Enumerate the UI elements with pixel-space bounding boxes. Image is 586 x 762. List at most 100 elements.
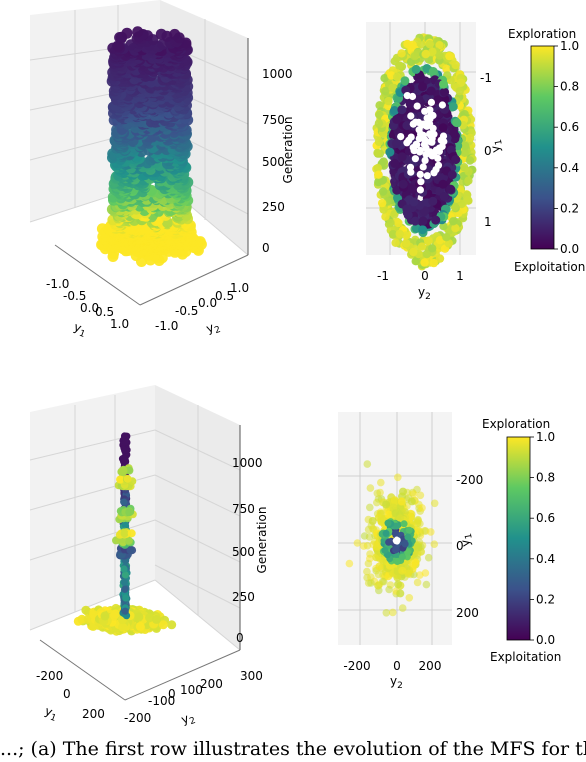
p3-point-base [167, 620, 177, 630]
p4-point-scatter [398, 604, 407, 612]
p2-point-inner [440, 87, 450, 97]
p3-point-cluster [123, 474, 132, 483]
p2-point-outer [395, 229, 404, 239]
p3-z-tick: 500 [232, 545, 255, 559]
p2-point-outer [394, 218, 403, 228]
p3-y-label-sub: 2 [188, 716, 197, 727]
p2-point-inner [428, 67, 438, 76]
p3-point-column [121, 438, 130, 446]
p4-point-scatter [373, 489, 382, 498]
p3-point-cluster [119, 466, 127, 475]
p2-point-outer [463, 195, 472, 205]
p2-point-inner [400, 76, 410, 86]
p1-y-tick: -1.0 [155, 319, 178, 333]
p2-point-inner [451, 155, 461, 165]
p2-point-inner [397, 152, 407, 162]
p2-point-outer [379, 187, 388, 196]
p2-point-white [423, 172, 431, 180]
p1-x-label-sub: 1 [78, 329, 87, 340]
p4-point-dense [368, 517, 377, 525]
colorbar-tick-label: 0.4 [560, 161, 579, 175]
p2-point-inner [409, 197, 419, 207]
p3-z-tick: 250 [232, 590, 255, 604]
p2-point-outer [393, 72, 402, 82]
p3-x-axis: -200 0 200 y1 [36, 669, 105, 724]
p1-z-label: Generation [281, 117, 295, 184]
p2-point-inner [390, 158, 400, 168]
p3-y-tick: 300 [240, 669, 263, 683]
p4-point-dense [407, 497, 416, 506]
p2-point-outer [455, 87, 464, 96]
p1-x-label: y1 [71, 320, 89, 340]
p2-point-white [419, 163, 427, 171]
p1-y-axis: -1.0 -0.5 0.0 0.5 1.0 y2 [155, 281, 249, 339]
p4-point-scatter [422, 580, 431, 589]
p4-point-scatter [413, 578, 422, 587]
p1-point [169, 28, 181, 40]
p2-point-inner [447, 170, 457, 180]
p2-x-tick: 1 [456, 269, 464, 283]
p2-point-outer [464, 176, 473, 185]
p2-point-inner [431, 215, 441, 225]
p4-point-dense [396, 589, 405, 598]
colorbar-tick-label: 0.8 [560, 80, 579, 94]
p3-x-tick: 0 [63, 687, 71, 701]
panel-3d-bottom: 1000 750 500 250 0 Generation -200 0 200… [29, 385, 269, 730]
p2-point-outer [425, 40, 434, 49]
p2-point-white [437, 136, 445, 144]
p2-point-outer [442, 233, 451, 242]
p2-point-outer [465, 156, 475, 165]
p4-point-scatter [424, 553, 433, 562]
p2-point-white [413, 102, 421, 110]
colorbar-tick-label: 0.6 [560, 120, 579, 134]
p1-floor [54, 244, 249, 306]
p4-point-scatter [405, 594, 414, 602]
p4-point-scatter [389, 608, 397, 617]
p1-z-axis: 1000 750 500 250 0 Generation [247, 38, 295, 255]
p1-point [155, 28, 167, 40]
p4-point-scatter [345, 559, 354, 568]
p2-point-outer [386, 218, 395, 228]
p2-point-inner [452, 118, 462, 128]
p2-point-inner [411, 64, 421, 74]
p2-point-outer [451, 60, 460, 70]
p3-point-column [121, 446, 129, 454]
p2-point-inner [438, 179, 448, 189]
p2-point-inner [397, 105, 407, 115]
p1-y-label: y2 [204, 318, 222, 338]
p2-point-outer [445, 51, 454, 61]
p2-point-white [407, 112, 415, 120]
p1-z-tick: 250 [262, 200, 285, 214]
colorbar-top: Exploration 0.00.20.40.60.81.0 Exploitat… [508, 27, 585, 274]
p2-point-white [428, 152, 436, 160]
p2-point-white [397, 133, 405, 141]
p2-point-inner [418, 82, 427, 92]
p2-point-inner [446, 184, 455, 194]
p3-point-column [120, 578, 128, 586]
p3-point-base [134, 612, 144, 622]
p3-point-cluster [116, 475, 125, 484]
p2-y-tick: 1 [484, 215, 492, 229]
p2-point-outer [423, 236, 433, 246]
p2-point-white [412, 140, 420, 148]
p2-point-outer [465, 133, 475, 143]
p4-point-scatter [382, 609, 391, 617]
p2-y-tick: -1 [480, 71, 492, 85]
p1-point [132, 26, 144, 38]
p1-x-axis: -1.0 -0.5 0.0 0.5 1.0 y1 [46, 277, 129, 340]
p2-point-outer [397, 49, 406, 58]
p3-point-cluster [127, 529, 136, 538]
p1-z-tick: 0 [262, 241, 270, 255]
p4-point-scatter [385, 585, 393, 594]
p2-point-inner [439, 192, 449, 201]
colorbar-top-ticks: 0.00.20.40.60.81.0 [554, 39, 579, 256]
p4-point-scatter [366, 484, 375, 492]
p4-point-scatter [365, 533, 374, 541]
p1-y-label-sub: 2 [213, 325, 222, 336]
p2-point-inner [439, 79, 448, 89]
p2-point-white [430, 130, 438, 138]
p2-y-axis: -1 0 1 y1 [480, 71, 506, 229]
p2-point-outer [378, 198, 387, 208]
p2-point-white [415, 118, 423, 126]
p2-point-inner [391, 139, 401, 149]
